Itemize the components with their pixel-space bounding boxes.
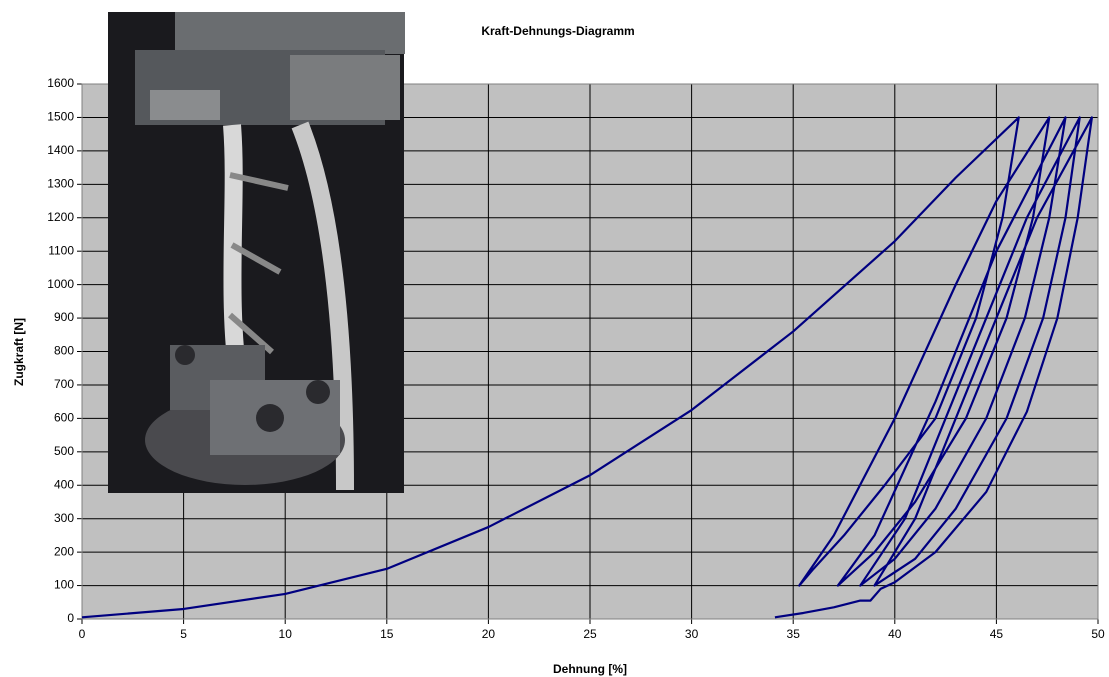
y-tick-label: 700 xyxy=(54,377,74,391)
y-tick-label: 1000 xyxy=(47,277,74,291)
y-tick-label: 900 xyxy=(54,310,74,324)
y-tick-label: 200 xyxy=(54,544,74,558)
x-axis-label: Dehnung [%] xyxy=(553,662,627,676)
chart: Kraft-Dehnungs-Diagramm Dehnung [%] Zugk… xyxy=(0,0,1109,677)
x-tick-label: 50 xyxy=(1091,627,1105,641)
x-tick-label: 40 xyxy=(888,627,902,641)
y-tick-label: 800 xyxy=(54,344,74,358)
y-tick-label: 1100 xyxy=(48,243,74,257)
y-tick-label: 500 xyxy=(54,444,74,458)
x-tick-label: 5 xyxy=(180,627,187,641)
x-tick-label: 15 xyxy=(380,627,394,641)
y-axis-label: Zugkraft [N] xyxy=(12,318,26,386)
x-tick-label: 45 xyxy=(990,627,1004,641)
y-tick-label: 100 xyxy=(54,578,74,592)
x-tick-label: 30 xyxy=(685,627,699,641)
x-tick-label: 10 xyxy=(279,627,293,641)
y-tick-label: 600 xyxy=(54,411,74,425)
x-tick-label: 35 xyxy=(787,627,801,641)
x-tick-label: 20 xyxy=(482,627,496,641)
y-tick-label: 400 xyxy=(54,477,74,491)
x-tick-label: 0 xyxy=(79,627,86,641)
y-tick-label: 1500 xyxy=(47,110,74,124)
y-tick-label: 1300 xyxy=(47,176,74,190)
y-tick-label: 0 xyxy=(67,611,74,625)
y-tick-label: 300 xyxy=(54,511,74,525)
y-tick-label: 1200 xyxy=(47,210,74,224)
y-tick-label: 1400 xyxy=(47,143,74,157)
photo xyxy=(108,12,405,493)
x-tick-label: 25 xyxy=(583,627,597,641)
y-tick-label: 1600 xyxy=(47,76,74,90)
chart-title: Kraft-Dehnungs-Diagramm xyxy=(481,24,634,38)
